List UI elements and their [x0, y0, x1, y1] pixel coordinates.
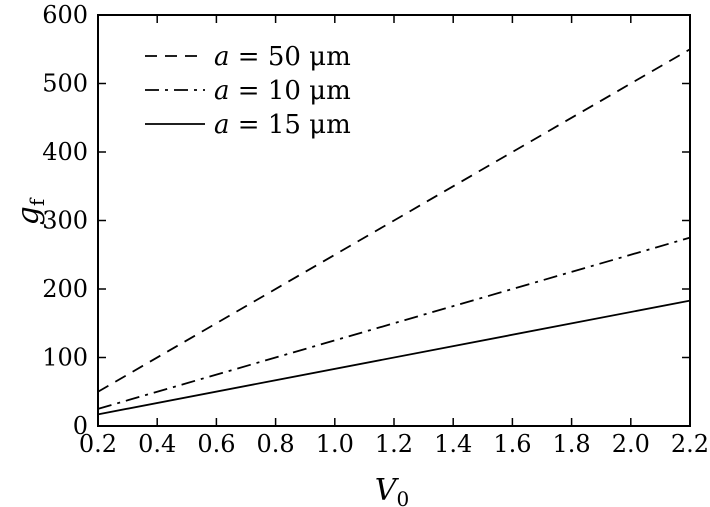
axis-ticks — [97, 14, 691, 427]
x-tick-label: 2.0 — [612, 430, 650, 458]
series-line-dash-dot — [97, 236, 691, 410]
y-tick-label: 400 — [42, 138, 88, 166]
x-axis-label-main: V — [375, 473, 400, 507]
legend-label-rest: = 50 μm — [230, 42, 351, 72]
y-axis-label-sub: f — [25, 197, 49, 206]
y-tick-label: 600 — [42, 1, 88, 29]
series-lines — [97, 48, 691, 416]
y-tick-label: 100 — [42, 344, 88, 372]
tick-labels: 0.2 0.4 0.6 0.8 1.0 1.2 1.4 1.6 1.8 2.0 2.2 0 100 200… — [42, 1, 709, 458]
x-tick-label: 0.6 — [197, 430, 235, 458]
x-tick-label: 0.4 — [138, 430, 176, 458]
legend-label: a = 50 μm — [214, 42, 351, 72]
legend-label-rest: = 10 μm — [230, 76, 351, 106]
series-line-dashed — [97, 48, 691, 393]
series-line-solid — [97, 299, 691, 416]
x-tick-label: 1.2 — [375, 430, 413, 458]
legend-label: a = 10 μm — [214, 76, 351, 106]
legend-label-rest: = 15 μm — [230, 110, 351, 140]
y-tick-label: 200 — [42, 275, 88, 303]
x-tick-label: 0.2 — [79, 430, 117, 458]
legend-label: a = 15 μm — [214, 110, 351, 140]
x-tick-label: 1.0 — [316, 430, 354, 458]
x-tick-label: 2.2 — [671, 430, 709, 458]
y-axis-label-main: g — [11, 206, 46, 225]
x-axis-label: V0 — [375, 473, 409, 507]
y-tick-label: 0 — [73, 412, 88, 440]
x-tick-label: 1.8 — [553, 430, 591, 458]
x-tick-label: 0.8 — [257, 430, 295, 458]
x-tick-label: 1.4 — [434, 430, 472, 458]
x-axis-label-sub: 0 — [396, 487, 409, 507]
y-tick-label: 500 — [42, 70, 88, 98]
legend: a = 50 μma = 10 μma = 15 μm — [145, 42, 351, 140]
legend-label-var: a — [214, 110, 230, 140]
x-tick-label: 1.6 — [493, 430, 531, 458]
y-tick-label: 300 — [42, 207, 88, 235]
legend-label-var: a — [214, 42, 230, 72]
y-axis-label: gf — [11, 197, 49, 225]
legend-label-var: a — [214, 76, 230, 106]
